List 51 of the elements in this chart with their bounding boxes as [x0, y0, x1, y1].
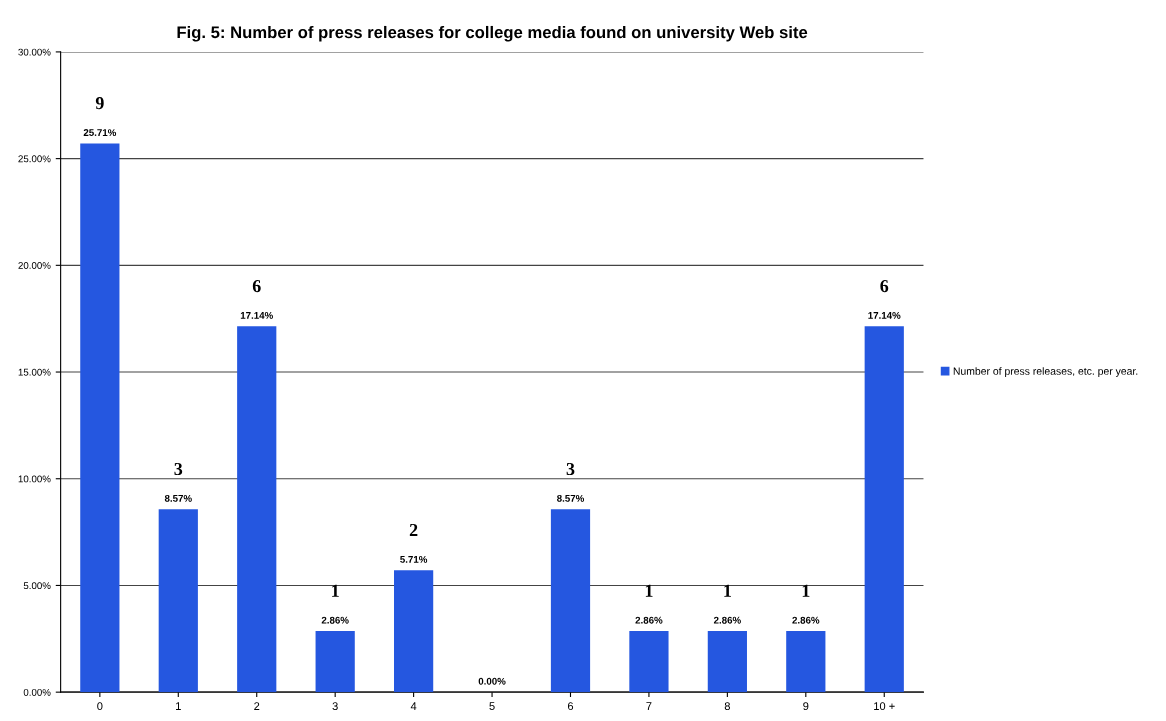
data-label: 17.14%	[868, 312, 901, 319]
data-label: 25.71%	[83, 129, 117, 136]
x-tick-label: 8	[724, 702, 730, 711]
data-label: 2.86%	[713, 616, 741, 624]
x-tick-label: 0	[97, 702, 103, 711]
y-tick-label: 20.00%	[18, 262, 51, 269]
x-tick-label: 3	[332, 702, 338, 711]
chart-title: Fig. 5: Number of press releases for college media found on university Web site	[177, 25, 808, 42]
legend-label: Number of press releases, etc. per year.	[953, 367, 1138, 377]
bar	[80, 143, 120, 693]
data-label: 0.00%	[478, 677, 506, 685]
bar	[629, 631, 669, 693]
annotation: 3	[566, 462, 575, 476]
bar	[237, 326, 277, 693]
data-label: 8.57%	[557, 494, 585, 502]
annotation: 3	[174, 462, 183, 476]
y-tick-label: 15.00%	[18, 368, 51, 376]
y-tick-label: 10.00%	[18, 475, 51, 483]
bar	[158, 509, 198, 693]
data-label: 5.71%	[400, 555, 428, 563]
data-label: 2.86%	[635, 616, 663, 624]
annotation: 6	[880, 280, 889, 293]
bar	[394, 570, 434, 693]
bar	[707, 631, 747, 693]
x-tick-label: 9	[803, 702, 809, 711]
x-tick-label: 10 +	[874, 702, 895, 711]
x-tick-label: 1	[176, 702, 181, 710]
x-tick-label: 5	[489, 702, 495, 711]
data-label: 2.86%	[321, 616, 349, 624]
annotation: 2	[409, 523, 418, 536]
annotation: 1	[802, 584, 810, 597]
bar	[786, 631, 826, 693]
bar	[864, 326, 904, 693]
x-tick-label: 2	[254, 702, 260, 710]
bar	[550, 509, 591, 693]
data-label: 8.57%	[164, 494, 192, 502]
y-tick-label: 5.00%	[23, 582, 51, 590]
bar	[315, 631, 355, 693]
annotation: 6	[252, 280, 261, 293]
x-tick-label: 6	[567, 702, 574, 711]
annotation: 1	[724, 584, 731, 597]
data-label: 17.14%	[240, 312, 273, 319]
annotation: 1	[645, 584, 653, 597]
annotation: 9	[95, 97, 104, 110]
y-tick-label: 30.00%	[18, 48, 51, 56]
y-tick-label: 0.00%	[23, 688, 51, 696]
y-tick-label: 25.00%	[18, 155, 51, 163]
x-tick-label: 7	[646, 702, 652, 710]
annotation: 1	[332, 584, 339, 597]
x-tick-label: 4	[410, 702, 417, 710]
data-label: 2.86%	[792, 616, 820, 624]
